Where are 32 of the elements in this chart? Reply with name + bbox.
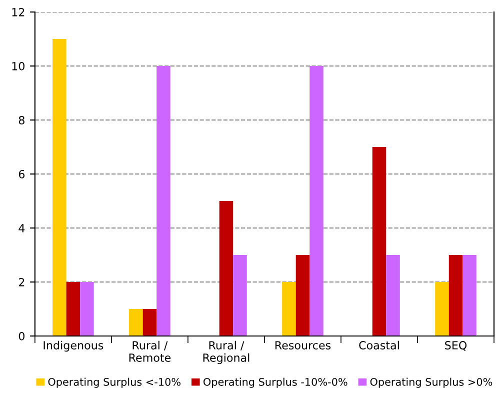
x-tick-label: Indigenous (44, 340, 104, 352)
bar (156, 66, 170, 336)
bar (462, 255, 476, 336)
x-tick-label: Resources (275, 341, 331, 350)
bar (219, 201, 234, 336)
legend-label: Operating Surplus >0% (370, 378, 492, 388)
x-tick-label: Coastal (359, 340, 399, 350)
x-tick-label: Rural / Remote (129, 340, 171, 362)
bar (435, 282, 449, 336)
bar (448, 255, 463, 336)
legend-label: Operating Surplus -10%-0% (204, 378, 348, 388)
y-tick-label: 0 (18, 332, 24, 340)
y-tick-label: 2 (18, 278, 24, 286)
y-tick-label: 4 (18, 224, 25, 232)
bar (282, 282, 296, 336)
bar (52, 39, 66, 336)
bar (296, 255, 310, 336)
bar (310, 66, 324, 336)
legend-label: Operating Surplus <-10% (48, 378, 180, 388)
x-tick-label: SEQ (445, 341, 467, 351)
bar (386, 255, 400, 336)
bar (142, 309, 157, 336)
y-tick-label: 10 (12, 62, 24, 70)
y-tick-label: 6 (18, 170, 25, 178)
y-tick-label: 12 (12, 8, 24, 16)
bar (233, 255, 247, 336)
x-tick-label: Rural / Regional (203, 340, 250, 364)
bar (129, 309, 143, 336)
bar (66, 282, 80, 336)
bar (80, 282, 94, 336)
bar (372, 147, 386, 336)
y-tick-label: 8 (18, 116, 24, 124)
